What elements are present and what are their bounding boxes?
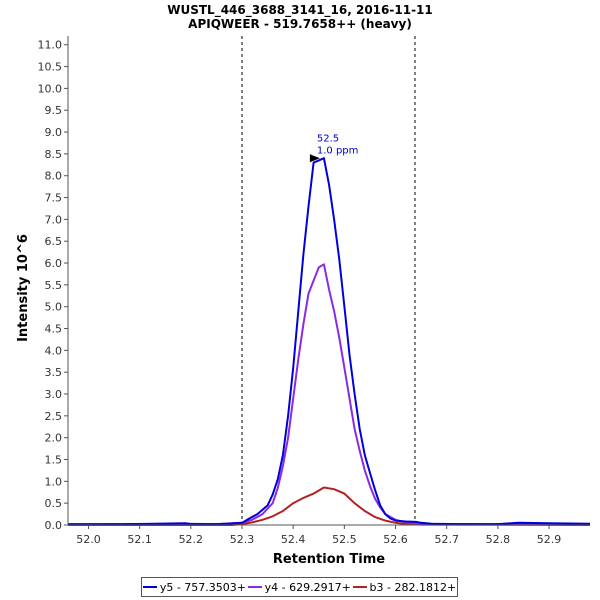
- y-tick-label: 8.0: [45, 170, 63, 183]
- legend-item: y5 - 757.3503+: [142, 580, 247, 594]
- y-tick-label: 8.5: [45, 148, 63, 161]
- chart-subtitle: APIQWEER - 519.7658++ (heavy): [188, 17, 412, 31]
- peak-arrow-icon: [309, 154, 320, 163]
- y-tick-label: 2.0: [45, 432, 63, 445]
- y-axis: 0.0 0.5 1.0 1.5 2.0 2.5 3.0 3.5 4.0 4.5 5.0 5.5 6.0 6…: [38, 39, 68, 532]
- x-tick-label: 52.1: [127, 533, 152, 546]
- y-tick-label: 1.0: [45, 475, 63, 488]
- legend-label: y5 - 757.3503+: [159, 580, 247, 594]
- y-tick-label: 11.0: [38, 39, 63, 52]
- annotation-rt: 52.5: [317, 133, 339, 144]
- y-tick-label: 0.5: [45, 497, 63, 510]
- x-axis: 52.0 52.1 52.2 52.3 52.4 52.5 52.6 52.7 52.8 52.9: [76, 525, 561, 546]
- legend-label: y4 - 629.2917+: [264, 580, 351, 594]
- y-tick-label: 4.0: [45, 344, 63, 357]
- x-tick-label: 52.9: [537, 533, 562, 546]
- x-tick-label: 52.0: [76, 533, 101, 546]
- y-tick-label: 0.0: [45, 519, 63, 532]
- y-tick-label: 7.5: [45, 192, 63, 205]
- x-axis-label: Retention Time: [273, 552, 385, 567]
- legend-swatch: [142, 586, 157, 588]
- y-tick-label: 1.5: [45, 454, 63, 467]
- y-tick-label: 9.0: [45, 126, 63, 139]
- annotation-ppm: 1.0 ppm: [317, 145, 359, 156]
- y-tick-label: 5.5: [45, 279, 63, 292]
- legend-label: b3 - 282.1812+: [369, 580, 457, 594]
- series-layer: [67, 157, 591, 526]
- y-tick-label: 10.0: [38, 82, 63, 95]
- y-tick-label: 6.0: [45, 257, 63, 270]
- series-line: [68, 157, 591, 526]
- x-tick-label: 52.5: [332, 533, 357, 546]
- series-line: [68, 486, 591, 526]
- y-tick-label: 10.5: [38, 61, 63, 74]
- x-tick-label: 52.7: [434, 533, 459, 546]
- x-tick-label: 52.2: [179, 533, 204, 546]
- y-tick-label: 4.5: [45, 323, 63, 336]
- x-tick-label: 52.4: [281, 533, 306, 546]
- y-tick-label: 9.5: [45, 104, 63, 117]
- y-tick-label: 3.5: [45, 366, 63, 379]
- y-axis-label: Intensity 10^6: [16, 234, 31, 342]
- y-tick-label: 6.5: [45, 235, 63, 248]
- x-tick-label: 52.6: [383, 533, 408, 546]
- y-tick-label: 5.0: [45, 301, 63, 314]
- peak-annotation: 52.5 1.0 ppm: [309, 133, 359, 163]
- legend-item: b3 - 282.1812+: [352, 580, 457, 594]
- legend: y5 - 757.3503+ y4 - 629.2917+ b3 - 282.181…: [141, 577, 458, 597]
- y-tick-label: 3.0: [45, 388, 63, 401]
- x-tick-label: 52.3: [230, 533, 255, 546]
- x-tick-label: 52.8: [486, 533, 511, 546]
- legend-swatch: [352, 586, 367, 588]
- y-tick-label: 7.0: [45, 213, 63, 226]
- chart-title: WUSTL_446_3688_3141_16, 2016-11-11: [167, 3, 433, 18]
- legend-swatch: [247, 586, 262, 588]
- plot-area: [68, 36, 590, 525]
- legend-item: y4 - 629.2917+: [247, 580, 351, 594]
- y-tick-label: 2.5: [45, 410, 63, 423]
